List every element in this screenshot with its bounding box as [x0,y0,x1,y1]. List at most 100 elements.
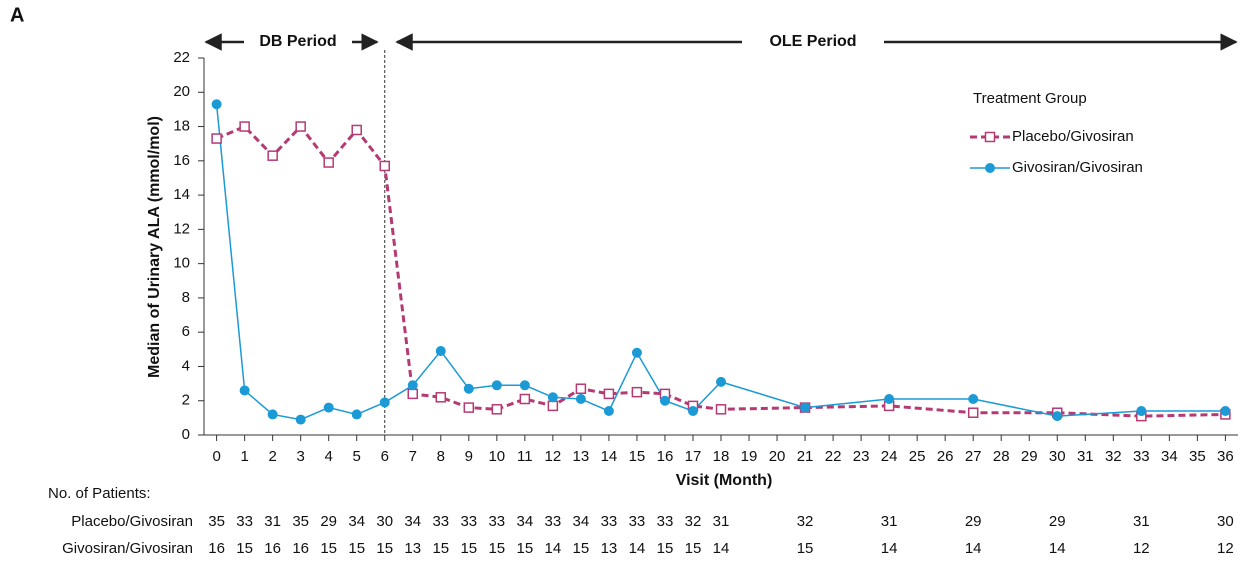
y-tick-label: 14 [173,186,190,203]
marker [435,392,447,403]
x-tick-label: 16 [657,448,674,465]
x-tick-label: 2 [268,448,276,465]
x-tick-label: 35 [1189,448,1206,465]
x-tick-label: 6 [381,448,389,465]
marker [967,407,979,418]
patients-count: 35 [292,513,309,530]
x-tick-label: 13 [573,448,590,465]
patients-count: 34 [517,513,534,530]
legend-label: Placebo/Givosiran [1012,128,1134,145]
patients-count: 15 [685,540,702,557]
marker [547,392,558,403]
x-tick-label: 17 [685,448,702,465]
patients-count: 15 [797,540,814,557]
marker [687,406,698,417]
marker [267,409,278,420]
y-tick-label: 6 [182,323,190,340]
marker [884,394,895,405]
y-tick-label: 16 [173,152,190,169]
x-tick-label: 1 [240,448,248,465]
patients-count: 35 [208,513,225,530]
patients-count: 13 [404,540,421,557]
legend-title: Treatment Group [973,90,1087,107]
patients-count: 30 [1217,513,1234,530]
y-tick-label: 2 [182,392,190,409]
patients-count: 30 [376,513,393,530]
patients-count: 14 [965,540,982,557]
y-axis-label: Median of Urinary ALA (mmol/mol) [146,116,163,378]
patients-count: 34 [348,513,365,530]
x-tick-label: 8 [437,448,445,465]
marker [407,380,418,391]
patients-count: 29 [965,513,982,530]
marker [519,380,530,391]
marker [239,385,250,396]
x-tick-label: 22 [825,448,842,465]
marker [800,402,811,413]
legend-marker [985,163,995,173]
x-tick-label: 9 [465,448,473,465]
x-tick-label: 32 [1105,448,1122,465]
marker [211,99,222,110]
marker [575,383,587,394]
y-tick-label: 4 [182,357,190,374]
marker [435,346,446,357]
marker [519,393,531,405]
panel-label: A [10,4,24,26]
patients-count: 15 [573,540,590,557]
patients-count: 15 [348,540,365,557]
patients-count: 14 [629,540,646,557]
legend-marker [984,131,996,143]
series-line [215,104,1226,421]
patients-count: 31 [713,513,730,530]
patients-count: 14 [1049,540,1066,557]
x-tick-label: 30 [1049,448,1066,465]
patients-count: 31 [881,513,898,530]
y-tick-label: 12 [173,220,190,237]
x-tick-label: 26 [937,448,954,465]
x-tick-label: 21 [797,448,814,465]
x-tick-label: 12 [545,448,562,465]
x-tick-label: 18 [713,448,730,465]
x-tick-label: 24 [881,448,898,465]
marker [407,388,419,400]
patients-count: 16 [208,540,225,557]
marker [968,394,979,405]
marker [491,380,502,391]
patients-count: 15 [460,540,477,557]
marker [267,150,278,161]
marker [379,397,390,408]
x-tick-label: 33 [1133,448,1150,465]
patients-count: 33 [545,513,562,530]
patients-count: 29 [320,513,337,530]
marker [379,160,390,172]
patients-count: 34 [404,513,421,530]
x-tick-label: 29 [1021,448,1038,465]
marker [491,404,503,415]
marker [463,383,474,394]
marker [716,376,726,387]
patients-count: 33 [432,513,449,530]
legend-label: Givosiran/Givosiran [1012,159,1143,176]
x-tick-label: 3 [297,448,305,465]
patients-count: 12 [1217,540,1234,557]
y-tick-label: 22 [173,49,190,66]
patients-count: 12 [1133,540,1150,557]
marker [295,121,306,132]
x-tick-label: 19 [741,448,758,465]
patients-count: 33 [629,513,646,530]
patients-count: 15 [432,540,449,557]
y-tick-label: 20 [173,83,190,100]
marker [547,400,559,412]
y-tick-label: 0 [182,426,190,443]
patients-count: 33 [657,513,674,530]
patients-count: 32 [797,513,814,530]
patients-count: 15 [657,540,674,557]
marker [575,394,586,405]
patients-count: 31 [1133,513,1150,530]
marker [603,388,615,400]
marker [715,404,727,415]
patients-count: 14 [713,540,730,557]
x-tick-label: 11 [517,448,533,465]
x-axis-label: Visit (Month) [676,472,773,489]
